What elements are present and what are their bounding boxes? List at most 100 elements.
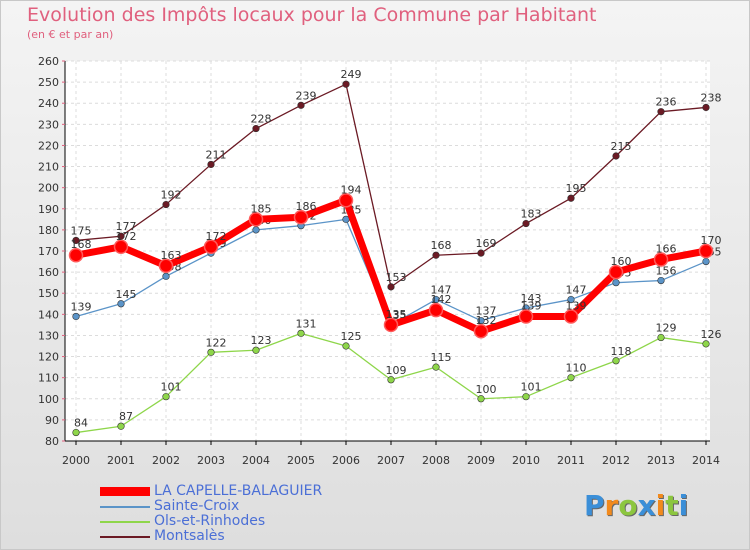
data-point-montsales xyxy=(72,236,80,245)
data-label-ols-et-rinhodes: 101 xyxy=(161,381,182,394)
data-label-ols-et-rinhodes: 109 xyxy=(386,364,407,377)
data-label-ols-et-rinhodes: 118 xyxy=(611,345,632,358)
legend-label: Ols-et-Rinhodes xyxy=(154,513,266,529)
x-tick-label: 2004 xyxy=(242,454,270,467)
data-point-ols-et-rinhodes xyxy=(117,422,125,430)
data-point-montsales xyxy=(162,200,170,209)
data-point-ols-et-rinhodes xyxy=(657,333,665,342)
x-tick-label: 2008 xyxy=(422,454,450,467)
data-label-ols-et-rinhodes: 84 xyxy=(74,417,88,430)
x-tick-label: 2014 xyxy=(692,454,720,467)
data-label-ols-et-rinhodes: 125 xyxy=(341,330,362,343)
data-point-ols-et-rinhodes xyxy=(432,363,440,371)
data-point-montsales xyxy=(252,124,260,133)
data-label-montsales: 192 xyxy=(161,189,182,202)
data-point-la-capelle-balaguier xyxy=(563,309,579,324)
data-point-sainte-croix xyxy=(657,276,665,285)
data-point-montsales xyxy=(702,103,710,112)
x-tick-label: 2011 xyxy=(557,454,585,467)
data-point-ols-et-rinhodes xyxy=(702,340,710,348)
data-point-la-capelle-balaguier xyxy=(338,193,354,208)
x-tick-label: 2012 xyxy=(602,454,630,467)
data-label-la-capelle-balaguier: 185 xyxy=(251,202,272,215)
data-point-montsales xyxy=(567,194,575,202)
x-tick-label: 2002 xyxy=(152,454,180,467)
data-label-sainte-croix: 147 xyxy=(566,284,587,297)
data-point-montsales xyxy=(522,219,530,228)
data-label-ols-et-rinhodes: 123 xyxy=(251,334,272,347)
data-point-montsales xyxy=(657,108,665,116)
y-tick-label: 210 xyxy=(38,161,59,174)
logo-letter: o xyxy=(618,489,638,522)
x-tick-label: 2000 xyxy=(62,454,90,467)
x-tick-label: 2003 xyxy=(197,454,225,467)
data-label-montsales: 228 xyxy=(251,113,272,126)
y-tick-label: 90 xyxy=(45,414,59,427)
data-point-montsales xyxy=(612,152,620,160)
data-label-la-capelle-balaguier: 172 xyxy=(206,230,227,243)
data-label-montsales: 239 xyxy=(296,89,317,102)
legend-item-ols-et-rinhodes: Ols-et-Rinhodes xyxy=(100,514,322,529)
x-tick-label: 2013 xyxy=(647,454,675,467)
legend-item-montsales: Montsalès xyxy=(100,529,322,544)
data-point-ols-et-rinhodes xyxy=(567,374,575,382)
data-point-montsales xyxy=(387,283,395,291)
data-point-la-capelle-balaguier xyxy=(428,302,444,318)
data-point-montsales xyxy=(432,251,440,259)
legend-swatch xyxy=(100,505,150,508)
data-label-la-capelle-balaguier: 170 xyxy=(701,234,722,247)
y-tick-label: 170 xyxy=(38,245,59,258)
data-label-la-capelle-balaguier: 135 xyxy=(386,308,407,321)
data-point-la-capelle-balaguier xyxy=(68,247,84,263)
data-label-montsales: 236 xyxy=(656,96,677,109)
data-point-sainte-croix xyxy=(702,257,710,266)
data-label-sainte-croix: 143 xyxy=(521,292,542,305)
y-tick-label: 240 xyxy=(38,97,59,110)
data-point-la-capelle-balaguier xyxy=(518,309,534,324)
data-label-la-capelle-balaguier: 132 xyxy=(476,314,497,327)
data-label-ols-et-rinhodes: 129 xyxy=(656,322,677,335)
data-label-montsales: 168 xyxy=(431,239,452,252)
data-label-sainte-croix: 137 xyxy=(476,305,497,318)
data-label-ols-et-rinhodes: 115 xyxy=(431,351,452,364)
data-point-la-capelle-balaguier xyxy=(473,323,489,339)
data-point-ols-et-rinhodes xyxy=(207,348,215,356)
data-point-sainte-croix xyxy=(612,279,620,287)
data-label-montsales: 175 xyxy=(71,224,92,237)
data-label-montsales: 249 xyxy=(341,68,362,81)
data-label-montsales: 238 xyxy=(701,91,722,104)
y-tick-label: 260 xyxy=(38,55,59,68)
logo-letter: t xyxy=(665,489,679,522)
x-tick-label: 2005 xyxy=(287,454,315,467)
y-tick-label: 160 xyxy=(38,266,59,279)
data-point-ols-et-rinhodes xyxy=(477,395,485,403)
chart-legend: LA CAPELLE-BALAGUIER Sainte-Croix Ols-et-R… xyxy=(100,484,322,544)
data-label-montsales: 183 xyxy=(521,208,542,221)
data-point-montsales xyxy=(207,160,215,169)
data-label-ols-et-rinhodes: 122 xyxy=(206,336,227,349)
data-point-sainte-croix xyxy=(252,226,260,234)
data-label-montsales: 169 xyxy=(476,237,497,250)
data-label-la-capelle-balaguier: 194 xyxy=(341,183,362,196)
data-point-la-capelle-balaguier xyxy=(608,264,624,280)
data-point-ols-et-rinhodes xyxy=(297,329,305,337)
data-label-montsales: 211 xyxy=(206,148,227,161)
logo-letter: P xyxy=(584,489,605,522)
x-tick-label: 2007 xyxy=(377,454,405,467)
logo-letter: i xyxy=(655,489,666,522)
data-label-ols-et-rinhodes: 101 xyxy=(521,381,542,394)
data-point-sainte-croix xyxy=(117,300,125,308)
data-point-la-capelle-balaguier xyxy=(158,258,174,274)
y-tick-label: 250 xyxy=(38,76,59,89)
legend-swatch xyxy=(100,535,150,538)
data-label-montsales: 195 xyxy=(566,182,587,195)
logo-letter: i xyxy=(678,489,689,522)
data-point-sainte-croix xyxy=(72,312,80,321)
x-tick-label: 2001 xyxy=(107,454,135,467)
data-point-la-capelle-balaguier xyxy=(383,317,399,333)
data-point-ols-et-rinhodes xyxy=(522,393,530,401)
data-label-ols-et-rinhodes: 100 xyxy=(476,383,497,396)
data-label-sainte-croix: 139 xyxy=(71,300,92,313)
data-point-ols-et-rinhodes xyxy=(342,342,350,350)
data-point-sainte-croix xyxy=(432,295,440,304)
